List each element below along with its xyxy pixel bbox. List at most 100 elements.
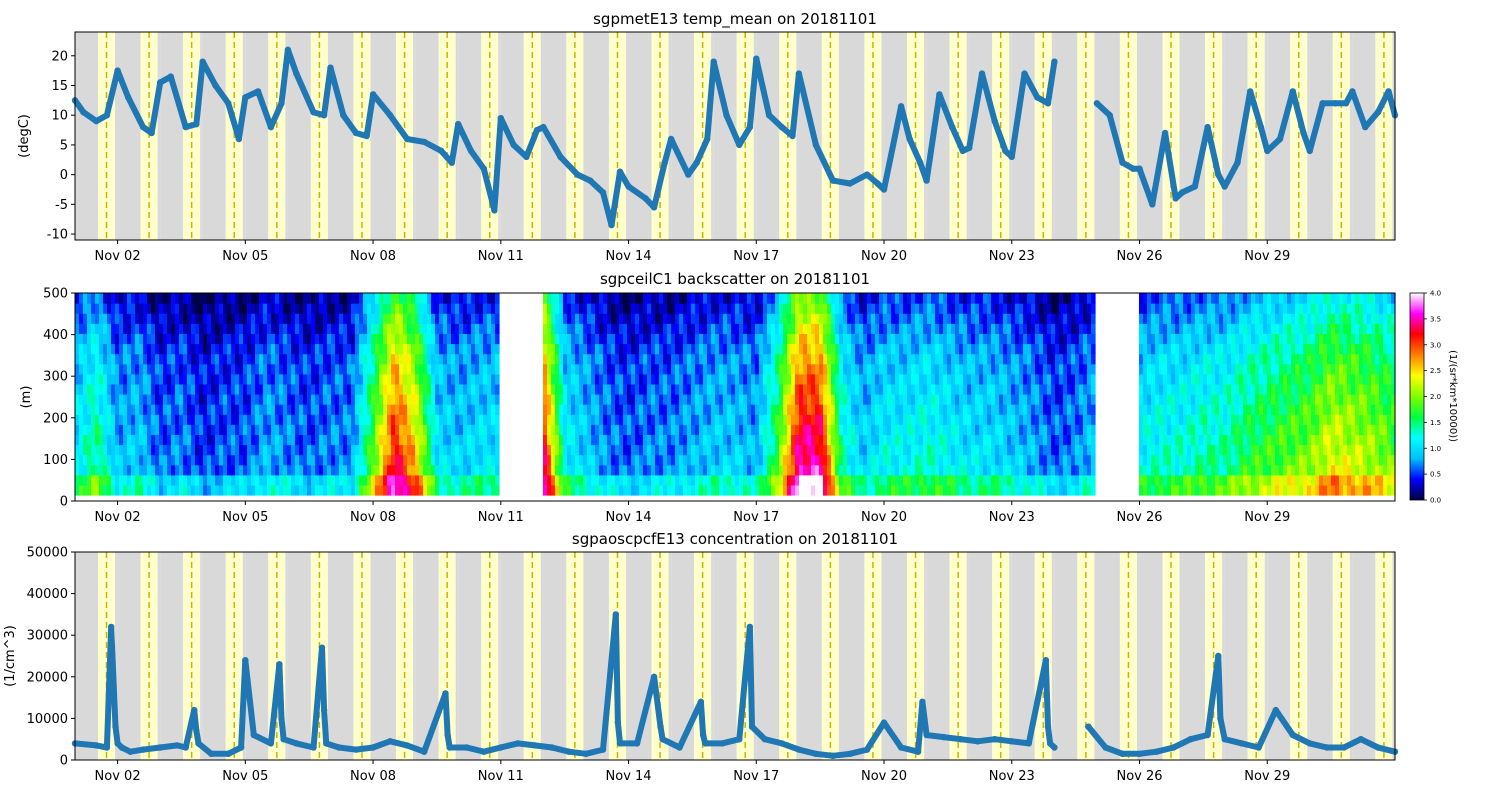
heatmap-cell (95, 474, 100, 486)
heatmap-cell (783, 444, 788, 456)
heatmap-cell (899, 323, 904, 334)
heatmap-cell (927, 464, 932, 476)
heatmap-cell (567, 444, 572, 456)
heatmap-cell (955, 424, 960, 435)
heatmap-cell (127, 333, 132, 345)
heatmap-cell (779, 333, 784, 345)
heatmap-cell (575, 434, 580, 446)
heatmap-cell (839, 414, 844, 425)
heatmap-cell (447, 353, 452, 365)
heatmap-cell (423, 293, 428, 304)
heatmap-cell (999, 353, 1004, 365)
heatmap-cell (547, 383, 552, 395)
heatmap-cell (563, 424, 568, 435)
heatmap-cell (579, 303, 584, 314)
heatmap-column (775, 293, 780, 496)
heatmap-cell (191, 373, 196, 385)
heatmap-cell (391, 454, 396, 466)
heatmap-cell (371, 383, 376, 395)
heatmap-cell (207, 373, 212, 385)
heatmap-cell (171, 293, 176, 304)
heatmap-cell (367, 474, 372, 486)
heatmap-cell (703, 313, 708, 324)
heatmap-column (315, 293, 320, 496)
heatmap-cell (639, 444, 644, 456)
heatmap-cell (127, 303, 132, 314)
heatmap-cell (911, 383, 916, 395)
heatmap-cell (463, 363, 468, 375)
heatmap-cell (111, 464, 116, 476)
heatmap-cell (755, 424, 760, 435)
heatmap-cell (199, 424, 204, 435)
heatmap-cell (883, 353, 888, 365)
heatmap-cell (327, 363, 332, 375)
heatmap-cell (679, 343, 684, 355)
heatmap-cell (635, 414, 640, 425)
heatmap-cell (907, 313, 912, 324)
heatmap-cell (371, 484, 376, 496)
heatmap-cell (947, 373, 952, 385)
heatmap-cell (299, 313, 304, 324)
heatmap-cell (619, 303, 624, 314)
heatmap-cell (383, 394, 388, 405)
heatmap-cell (903, 474, 908, 486)
heatmap-cell (235, 404, 240, 415)
heatmap-cell (303, 404, 308, 415)
heatmap-cell (295, 434, 300, 446)
heatmap-cell (99, 293, 104, 304)
heatmap-cell (671, 353, 676, 365)
heatmap-cell (131, 323, 136, 334)
heatmap-cell (239, 424, 244, 435)
heatmap-cell (543, 363, 548, 375)
heatmap-cell (331, 383, 336, 395)
heatmap-cell (935, 444, 940, 456)
heatmap-cell (455, 353, 460, 365)
heatmap-cell (455, 293, 460, 304)
heatmap-cell (451, 394, 456, 405)
heatmap-column (371, 293, 376, 496)
heatmap-cell (75, 404, 80, 415)
heatmap-cell (543, 464, 548, 476)
heatmap-cell (99, 343, 104, 355)
heatmap-cell (319, 373, 324, 385)
heatmap-cell (459, 383, 464, 395)
heatmap-cell (203, 293, 208, 304)
heatmap-cell (479, 343, 484, 355)
heatmap-cell (883, 343, 888, 355)
heatmap-cell (603, 313, 608, 324)
heatmap-cell (603, 343, 608, 355)
heatmap-cell (407, 383, 412, 395)
heatmap-column (667, 293, 672, 496)
heatmap-cell (111, 474, 116, 486)
heatmap-cell (795, 363, 800, 375)
heatmap-cell (595, 333, 600, 345)
heatmap-cell (919, 484, 924, 496)
heatmap-cell (967, 434, 972, 446)
heatmap-cell (723, 394, 728, 405)
heatmap-cell (735, 444, 740, 456)
heatmap-cell (787, 323, 792, 334)
heatmap-cell (91, 373, 96, 385)
heatmap-cell (275, 333, 280, 345)
heatmap-cell (771, 313, 776, 324)
heatmap-cell (887, 353, 892, 365)
heatmap-cell (691, 303, 696, 314)
heatmap-cell (483, 373, 488, 385)
heatmap-cell (83, 353, 88, 365)
heatmap-cell (355, 293, 360, 304)
heatmap-cell (695, 303, 700, 314)
heatmap-cell (303, 484, 308, 496)
heatmap-cell (363, 444, 368, 456)
heatmap-cell (891, 353, 896, 365)
heatmap-cell (935, 464, 940, 476)
heatmap-cell (819, 454, 824, 466)
heatmap-cell (775, 353, 780, 365)
heatmap-cell (423, 444, 428, 456)
heatmap-cell (235, 424, 240, 435)
heatmap-cell (971, 383, 976, 395)
heatmap-cell (471, 353, 476, 365)
heatmap-cell (763, 424, 768, 435)
heatmap-cell (763, 303, 768, 314)
heatmap-cell (767, 293, 772, 304)
heatmap-cell (791, 323, 796, 334)
